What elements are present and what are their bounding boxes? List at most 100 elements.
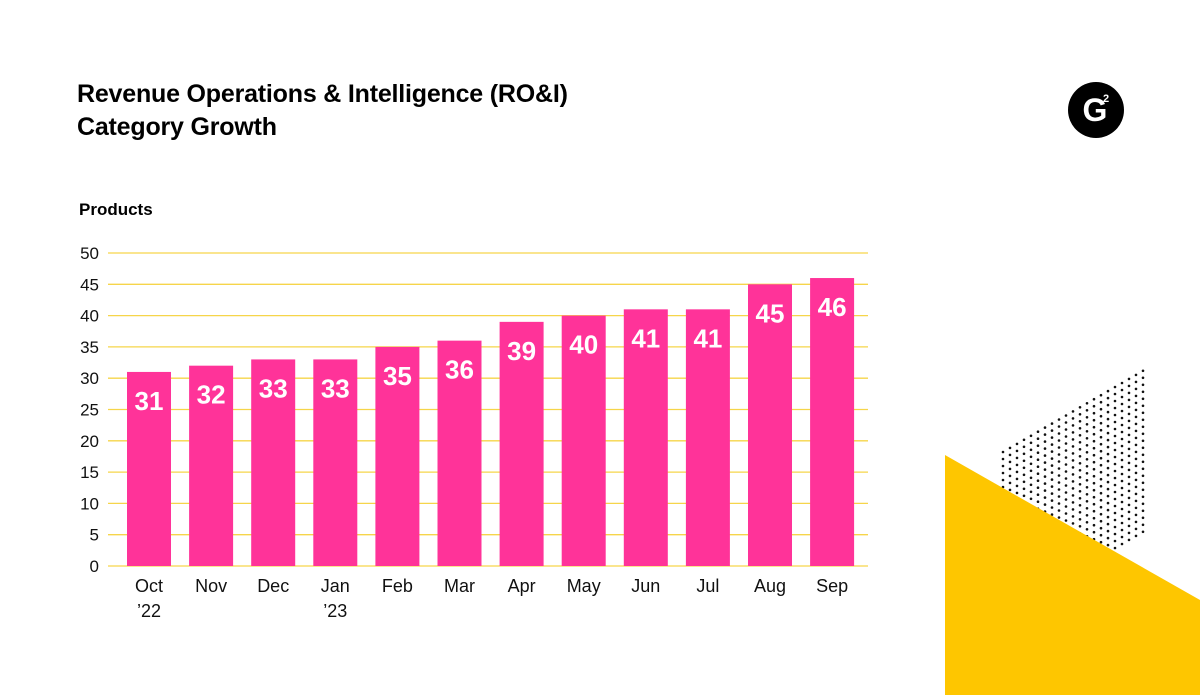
dot bbox=[1127, 475, 1131, 479]
dot bbox=[1064, 519, 1068, 522]
dot bbox=[1134, 534, 1138, 538]
dot bbox=[1064, 477, 1068, 480]
dot bbox=[1127, 405, 1131, 409]
dot bbox=[1050, 492, 1054, 495]
dot bbox=[1022, 459, 1026, 463]
dot bbox=[1113, 504, 1117, 508]
dot bbox=[1057, 453, 1061, 456]
dot bbox=[1071, 445, 1075, 448]
bar-value-label: 32 bbox=[197, 380, 226, 410]
dot bbox=[1043, 433, 1047, 436]
dot bbox=[1106, 501, 1110, 505]
dot bbox=[1071, 466, 1075, 469]
dot bbox=[1120, 437, 1124, 441]
dot bbox=[1141, 432, 1145, 436]
dot bbox=[1092, 460, 1096, 464]
dot bbox=[1106, 445, 1110, 449]
dot bbox=[1085, 409, 1089, 412]
dot bbox=[1120, 423, 1124, 427]
bar-value-label: 40 bbox=[569, 330, 598, 360]
dot bbox=[1022, 487, 1026, 491]
dot bbox=[1099, 470, 1103, 474]
dot bbox=[1106, 417, 1110, 421]
dot bbox=[1043, 503, 1047, 506]
dot bbox=[1120, 416, 1124, 420]
dot bbox=[1120, 500, 1124, 504]
dot bbox=[1127, 426, 1131, 430]
logo-letter: G bbox=[1083, 92, 1108, 128]
x-tick-label: Nov bbox=[195, 576, 227, 596]
dot bbox=[1106, 452, 1110, 456]
dot bbox=[1127, 510, 1131, 514]
dot bbox=[1099, 512, 1103, 516]
dot bbox=[1120, 430, 1124, 434]
dot bbox=[1029, 490, 1033, 494]
dot bbox=[1008, 481, 1012, 485]
dot bbox=[1071, 452, 1075, 455]
dot bbox=[1141, 523, 1145, 527]
bar bbox=[313, 359, 358, 566]
dot bbox=[1022, 480, 1026, 484]
dot bbox=[1106, 410, 1110, 414]
dot bbox=[1134, 415, 1138, 419]
dot bbox=[1134, 401, 1138, 405]
dot bbox=[1064, 470, 1068, 473]
dot bbox=[1099, 505, 1103, 509]
dot bbox=[1141, 481, 1145, 485]
dot bbox=[1106, 480, 1110, 484]
dot bbox=[1141, 446, 1145, 450]
bar bbox=[810, 278, 855, 566]
x-tick-label: Aug bbox=[754, 576, 786, 596]
dot bbox=[1022, 452, 1026, 456]
dot bbox=[1036, 451, 1040, 455]
dot bbox=[1085, 437, 1089, 440]
dot bbox=[1064, 512, 1068, 515]
dot bbox=[1085, 423, 1089, 426]
dot bbox=[1141, 495, 1145, 499]
dot bbox=[1134, 422, 1138, 426]
dot bbox=[1113, 448, 1117, 452]
yellow-triangle bbox=[945, 455, 1200, 695]
dot bbox=[1134, 513, 1138, 517]
bar bbox=[499, 321, 544, 566]
dot bbox=[1127, 524, 1131, 528]
dot bbox=[1029, 441, 1033, 445]
y-tick-label: 15 bbox=[80, 463, 99, 482]
dot bbox=[1127, 384, 1131, 388]
dot bbox=[1064, 484, 1068, 487]
dot bbox=[1141, 530, 1145, 534]
dot bbox=[1134, 527, 1138, 531]
dot bbox=[1106, 536, 1110, 540]
dot bbox=[1050, 464, 1054, 467]
dot bbox=[1106, 529, 1110, 533]
dot bbox=[1113, 469, 1117, 473]
dot bbox=[1057, 432, 1061, 435]
dot bbox=[1141, 411, 1145, 415]
dot bbox=[1029, 483, 1033, 487]
bar-value-label: 36 bbox=[445, 355, 474, 385]
bar bbox=[127, 371, 171, 566]
dot bbox=[1134, 499, 1138, 503]
dot bbox=[1050, 506, 1054, 509]
bar-value-label: 46 bbox=[818, 292, 847, 322]
dot bbox=[1057, 488, 1061, 491]
dot bbox=[1141, 453, 1145, 457]
dot bbox=[1085, 430, 1089, 433]
dot bbox=[1127, 482, 1131, 486]
dot bbox=[1015, 449, 1019, 453]
dot bbox=[1036, 437, 1040, 441]
bar bbox=[685, 309, 730, 566]
dot bbox=[1120, 507, 1124, 511]
dot bbox=[1022, 494, 1026, 498]
dot bbox=[1099, 519, 1103, 523]
grid-lines bbox=[108, 252, 868, 567]
dot bbox=[1120, 381, 1124, 385]
dot bbox=[1113, 518, 1117, 522]
dot bbox=[1092, 509, 1096, 513]
dot bbox=[1113, 420, 1117, 424]
dot bbox=[1120, 388, 1124, 392]
dot bbox=[1064, 421, 1068, 424]
dot bbox=[1064, 456, 1068, 459]
y-tick-label: 30 bbox=[80, 369, 99, 388]
dot bbox=[1029, 434, 1033, 438]
